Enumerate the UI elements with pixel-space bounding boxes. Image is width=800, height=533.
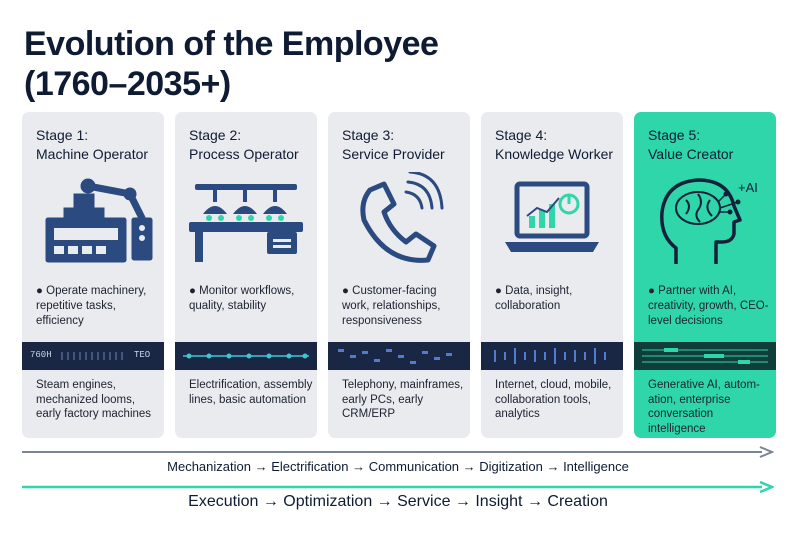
tech-era-arrow: [22, 446, 774, 458]
strip-code-right: TEO: [134, 350, 151, 360]
tech-era-sequence: Mechanization → Electrification → Commun…: [167, 459, 629, 474]
stage-name: Machine Operator: [36, 146, 149, 162]
stage-label: Stage 4:: [495, 127, 548, 143]
page-title: Evolution of the Employee (1760–2035+): [24, 25, 439, 103]
strip-pattern: [642, 348, 768, 364]
stage-card-1: Stage 1: Machine Operator: [22, 112, 164, 438]
stage-name: Value Creator: [648, 146, 734, 162]
work-mode-arrow: [22, 481, 774, 493]
stage-technologies: Telephony, mainframes, early PCs, early …: [342, 379, 464, 420]
stage-bullet: ● Monitor workflows, quality, stability: [189, 285, 295, 312]
ai-label: +AI: [738, 180, 758, 195]
stage-card-5: Stage 5: Value Creator +AI ● Partner wit…: [634, 112, 776, 438]
stage-card-3: Stage 3: Service Provider ● Customer-fac…: [328, 112, 470, 438]
strip-pattern: [61, 352, 123, 360]
stage-bullet: ● Operate machinery, repetitive tasks, e…: [36, 285, 147, 327]
timeline-strip: [175, 342, 317, 370]
timeline-strip: [634, 342, 776, 370]
stage-technologies: Steam engines, mechanized looms, early f…: [36, 379, 152, 420]
stage-card-4: Stage 4: Knowledge Worker ● Data, insigh…: [481, 112, 623, 438]
stage-name: Process Operator: [189, 146, 299, 162]
assembly-line-icon: [189, 184, 303, 262]
stage-label: Stage 1:: [36, 127, 89, 143]
stage-technologies: Generative AI, autom-ation, enterprise c…: [648, 379, 760, 435]
work-mode-sequence: Execution → Optimization → Service → Ins…: [188, 493, 608, 510]
strip-pattern: [494, 348, 606, 364]
stage-name: Knowledge Worker: [495, 146, 614, 162]
factory-machine-icon: [45, 178, 153, 263]
stage-technologies: Internet, cloud, mobile, collaboration t…: [495, 379, 612, 420]
stage-technologies: Electrification, assembly lines, basic a…: [189, 379, 313, 406]
stage-bullet: ● Customer-facing work, relationships, r…: [342, 285, 441, 327]
stage-name: Service Provider: [342, 146, 445, 162]
stage-bullet: ● Data, insight, collaboration: [495, 285, 573, 312]
stage-card-2: Stage 2: Process Operator ● Monitor work…: [175, 112, 317, 438]
strip-code-left: 760H: [30, 350, 52, 360]
telephone-icon: [360, 172, 444, 263]
timeline-strip: [481, 342, 623, 370]
ai-brain-head-icon: +AI: [660, 178, 758, 264]
stage-label: Stage 2:: [189, 127, 242, 143]
strip-pattern: [183, 353, 309, 359]
stage-bullet: ● Partner with AI, creativity, growth, C…: [648, 285, 769, 327]
stage-cards: Stage 1: Machine Operator: [22, 112, 776, 438]
strip-pattern: [338, 349, 452, 364]
timeline-strip: [328, 342, 470, 370]
timeline-strip: 760H TEO: [22, 342, 164, 370]
stage-label: Stage 5:: [648, 127, 701, 143]
stage-label: Stage 3:: [342, 127, 395, 143]
laptop-chart-icon: [505, 181, 599, 252]
